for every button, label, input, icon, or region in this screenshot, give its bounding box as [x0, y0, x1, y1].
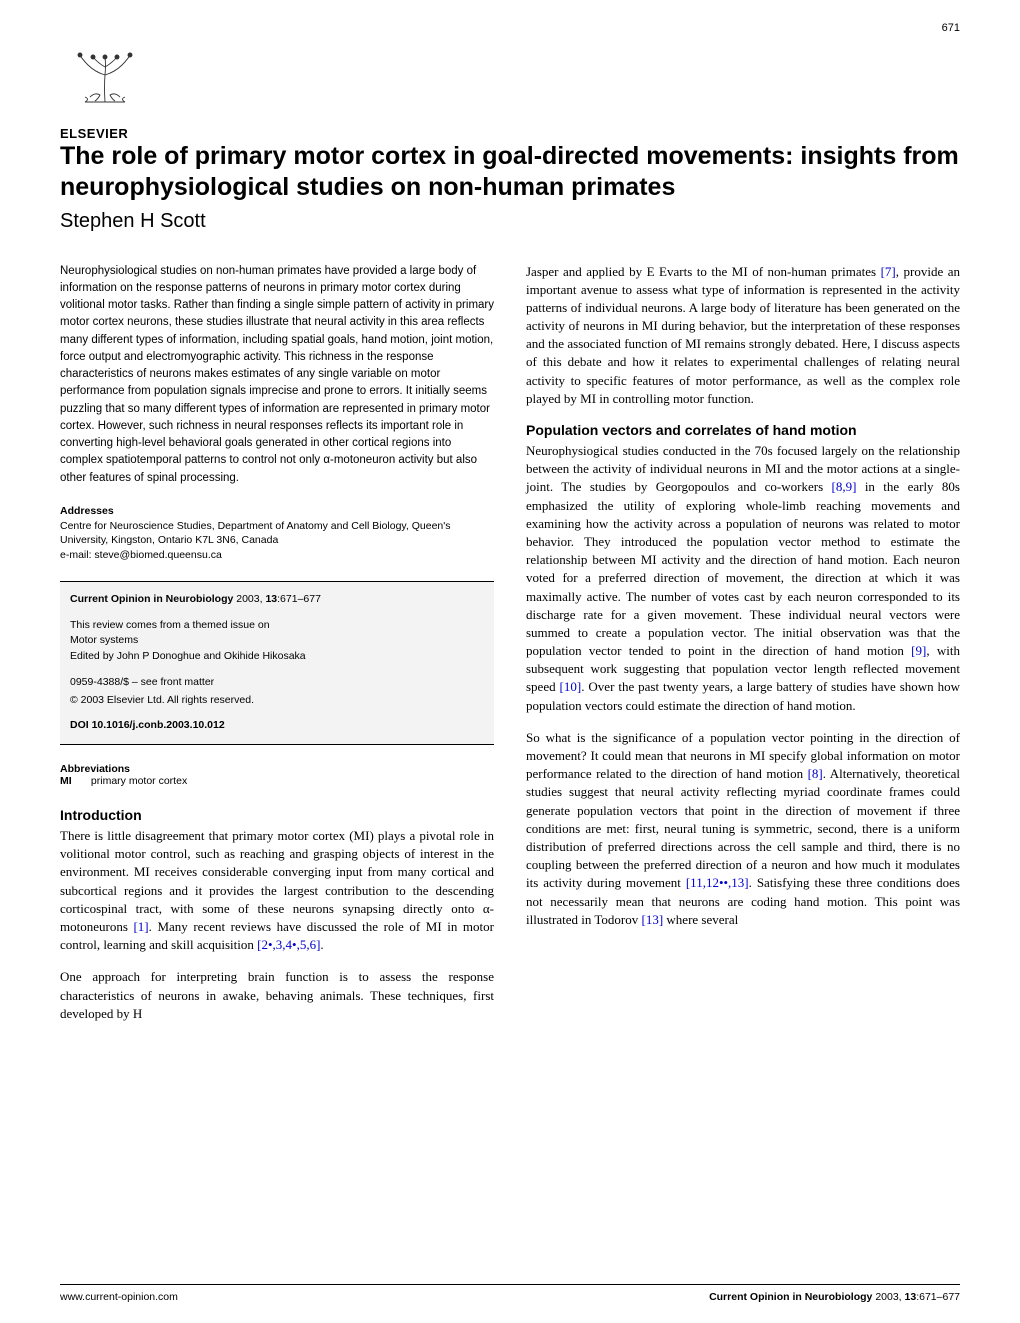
abbreviations-body: MI primary motor cortex	[60, 775, 494, 787]
journal-pages: :671–677	[277, 593, 321, 605]
journal-year: 2003,	[236, 593, 262, 605]
left-column: Neurophysiological studies on non-human …	[60, 263, 494, 1037]
intro-text: .	[320, 937, 323, 952]
footer-journal: Current Opinion in Neurobiology	[709, 1291, 875, 1303]
body-text: , provide an important avenue to assess …	[526, 264, 960, 406]
footer-year: 2003,	[875, 1291, 904, 1303]
right-column: Jasper and applied by E Evarts to the MI…	[526, 263, 960, 1037]
abbrev-value: primary motor cortex	[91, 775, 187, 787]
reference-link[interactable]: [8]	[808, 766, 823, 781]
abbrev-key: MI	[60, 775, 88, 787]
publisher-name: ELSEVIER	[60, 126, 960, 141]
reference-link[interactable]: [13]	[641, 912, 663, 927]
journal-name: Current Opinion in Neurobiology	[70, 593, 233, 605]
doi-line: DOI 10.1016/j.conb.2003.10.012	[70, 718, 484, 734]
right-paragraph-1: Jasper and applied by E Evarts to the MI…	[526, 263, 960, 409]
page-footer: www.current-opinion.com Current Opinion …	[60, 1284, 960, 1303]
themed-line2: Motor systems	[70, 633, 484, 649]
journal-info-box: Current Opinion in Neurobiology 2003, 13…	[60, 581, 494, 745]
publisher-logo	[60, 38, 150, 116]
journal-volume: 13	[265, 593, 277, 605]
page-number: 671	[942, 22, 960, 34]
footer-pages: :671–677	[916, 1291, 960, 1303]
addresses-body: Centre for Neuroscience Studies, Departm…	[60, 519, 494, 563]
reference-link[interactable]: [9]	[911, 643, 926, 658]
section-heading-population: Population vectors and correlates of han…	[526, 422, 960, 438]
reference-link[interactable]: [1]	[133, 919, 148, 934]
footer-volume: 13	[905, 1291, 917, 1303]
body-text: in the early 80s emphasized the utility …	[526, 479, 960, 658]
reference-link[interactable]: [2•,3,4•,5,6]	[257, 937, 320, 952]
body-text: . Alternatively, theoretical studies sug…	[526, 766, 960, 890]
issn-line: 0959-4388/$ – see front matter	[70, 675, 484, 691]
reference-link[interactable]: [8,9]	[832, 479, 857, 494]
reference-link[interactable]: [7]	[881, 264, 896, 279]
intro-paragraph-2: One approach for interpreting brain func…	[60, 968, 494, 1023]
elsevier-tree-icon	[60, 38, 150, 116]
body-text: where several	[663, 912, 738, 927]
abstract-text: Neurophysiological studies on non-human …	[60, 263, 494, 487]
body-text: Jasper and applied by E Evarts to the MI…	[526, 264, 881, 279]
footer-url: www.current-opinion.com	[60, 1291, 178, 1303]
copyright-line: © 2003 Elsevier Ltd. All rights reserved…	[70, 693, 484, 709]
footer-citation: Current Opinion in Neurobiology 2003, 13…	[709, 1291, 960, 1303]
themed-line3: Edited by John P Donoghue and Okihide Hi…	[70, 649, 484, 665]
themed-line1: This review comes from a themed issue on	[70, 618, 484, 634]
article-title: The role of primary motor cortex in goal…	[60, 141, 960, 204]
addresses-heading: Addresses	[60, 505, 494, 517]
right-paragraph-3: So what is the significance of a populat…	[526, 729, 960, 929]
article-author: Stephen H Scott	[60, 210, 960, 233]
right-paragraph-2: Neurophysiogical studies conducted in th…	[526, 442, 960, 715]
body-text: . Over the past twenty years, a large ba…	[526, 679, 960, 712]
reference-link[interactable]: [10]	[560, 679, 582, 694]
abbreviations-heading: Abbreviations	[60, 763, 494, 775]
reference-link[interactable]: [11,12••,13]	[686, 875, 749, 890]
intro-paragraph-1: There is little disagreement that primar…	[60, 827, 494, 954]
introduction-heading: Introduction	[60, 807, 494, 823]
